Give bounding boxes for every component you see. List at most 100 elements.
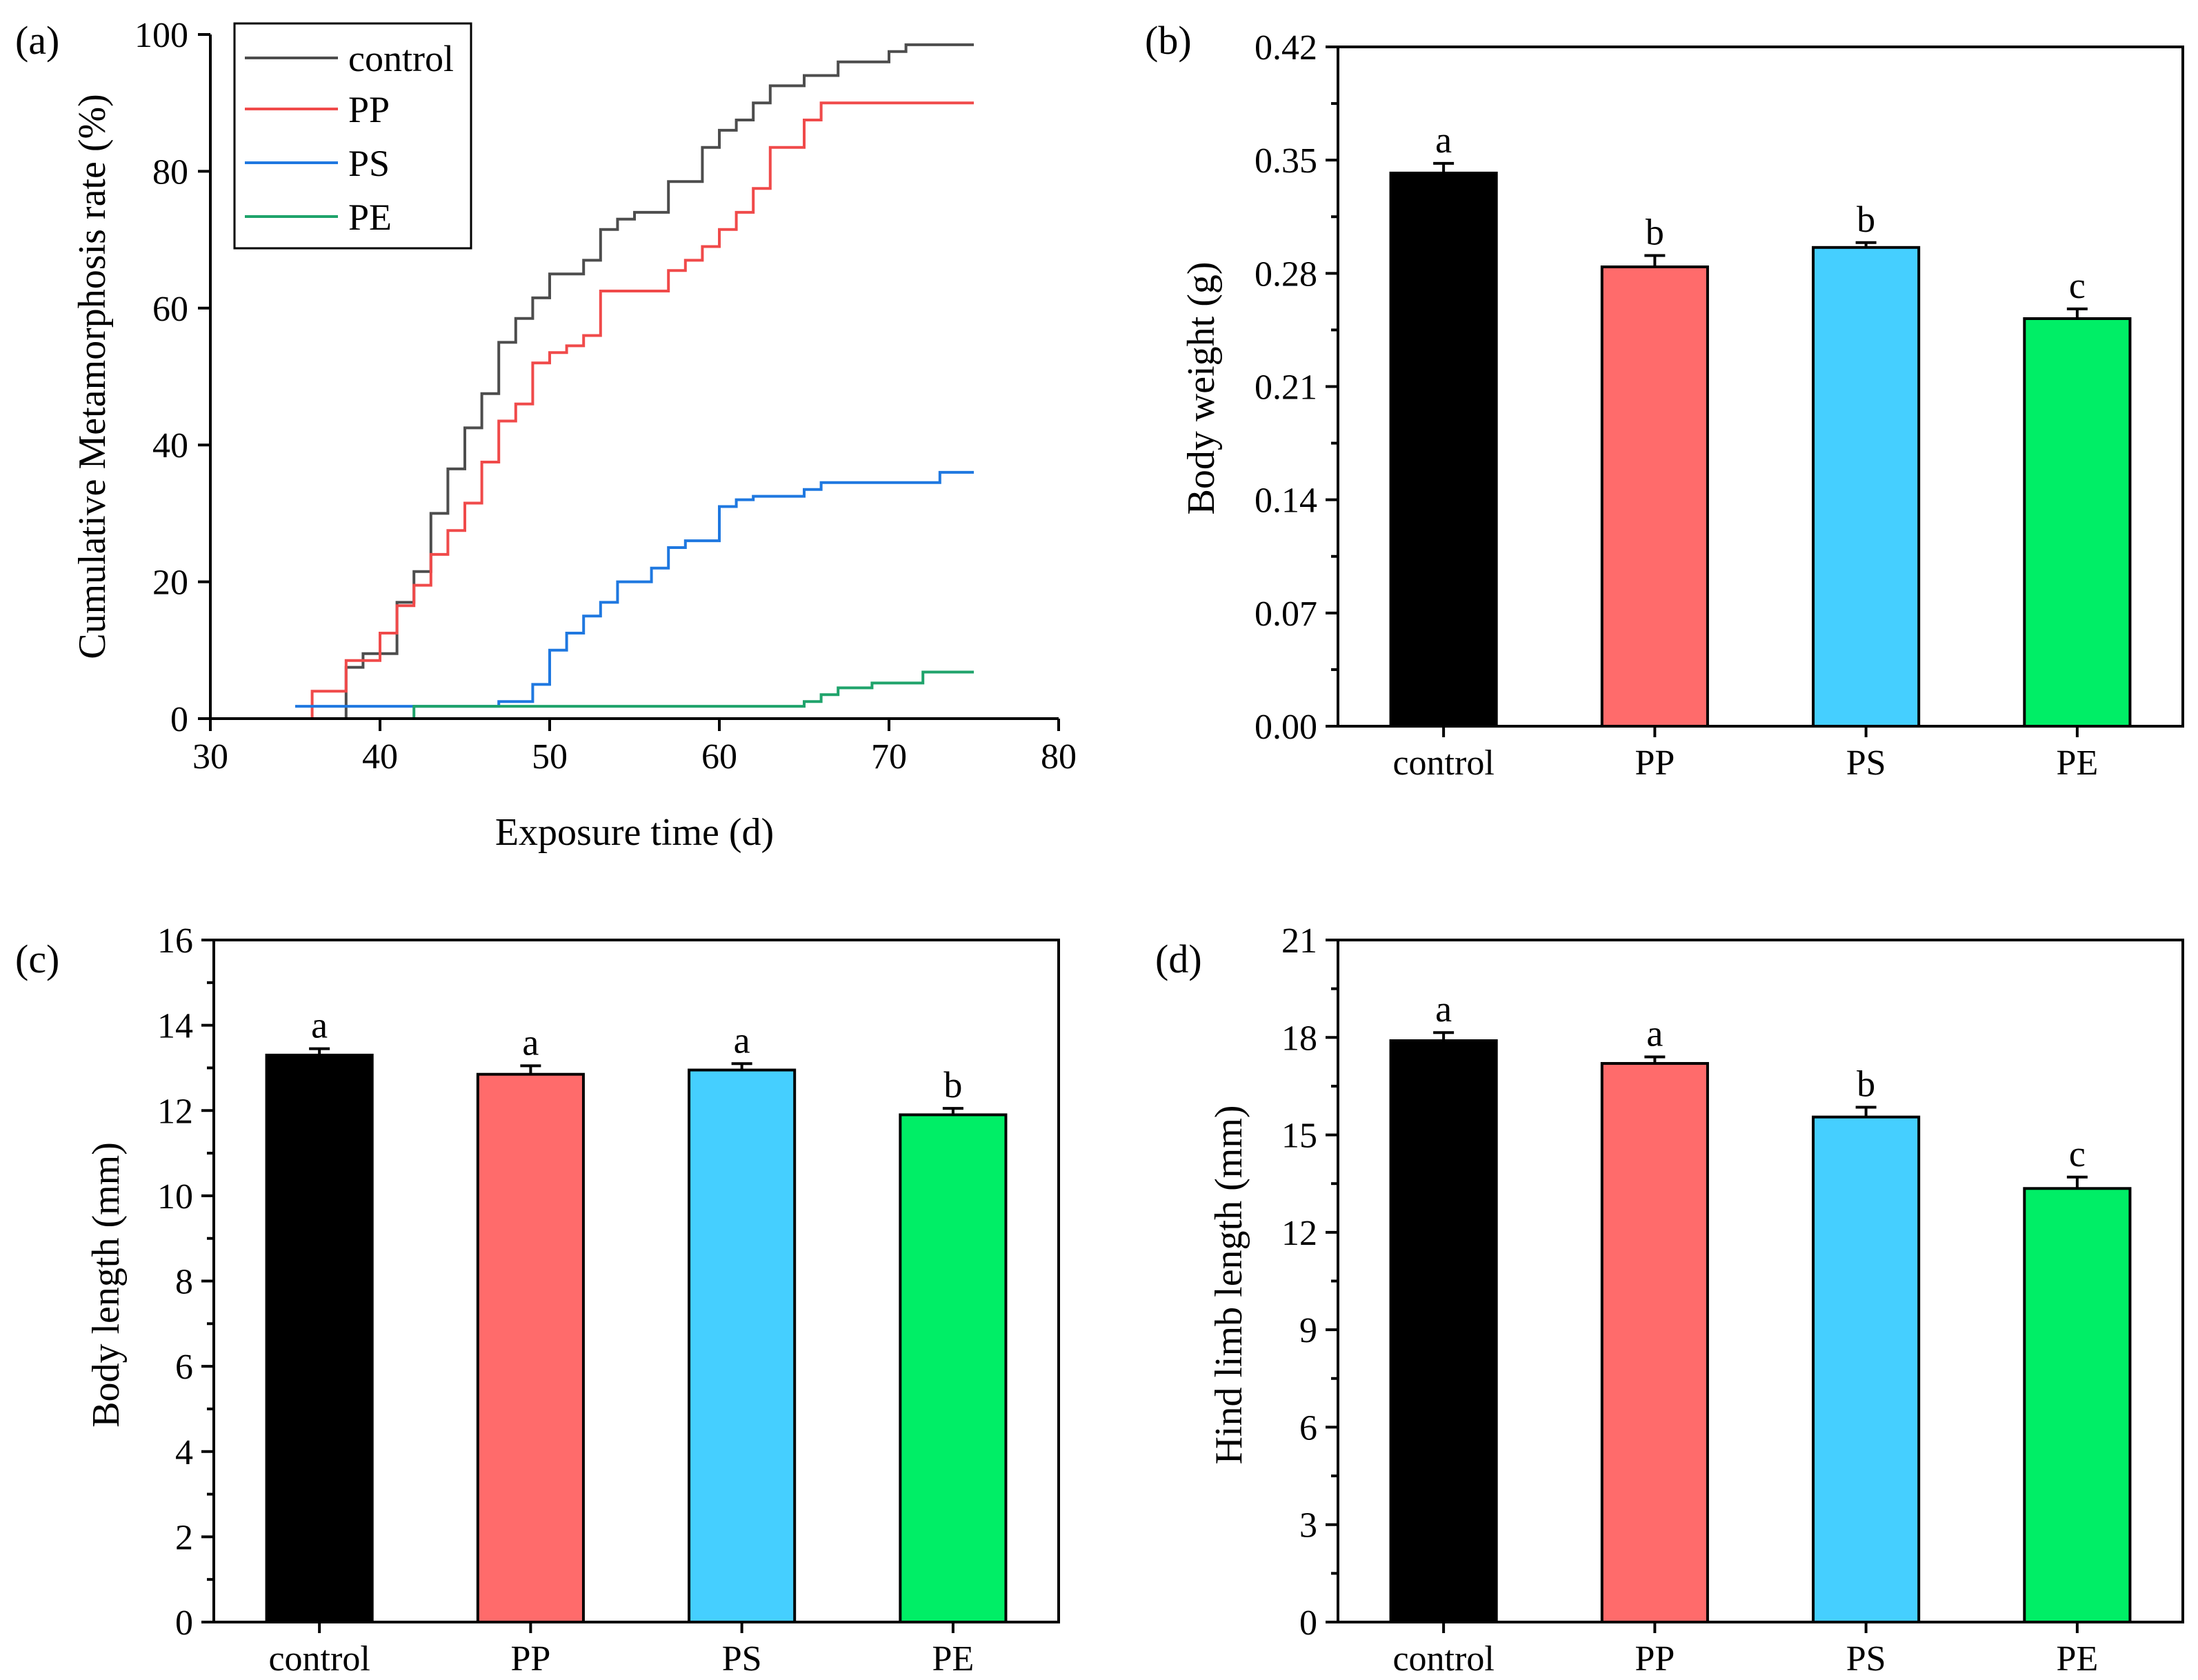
significance-letter: a <box>311 1005 328 1046</box>
y-tick-label: 0.14 <box>1255 481 1317 521</box>
series-line-pp <box>310 101 974 719</box>
y-tick-label: 80 <box>152 152 188 192</box>
significance-letter: a <box>1646 1013 1663 1054</box>
y-axis-title: Hind limb length (mm) <box>1208 1105 1250 1464</box>
y-tick-label: 2 <box>175 1518 193 1557</box>
plot-frame <box>212 939 1060 1623</box>
panel-a-label: (a) <box>15 18 59 63</box>
significance-letter: c <box>2069 265 2086 306</box>
panel-b-label: (b) <box>1145 18 1192 63</box>
series-line-ps <box>295 470 974 708</box>
x-tick-label: PE <box>2057 1639 2099 1679</box>
x-tick-label: 30 <box>192 737 228 777</box>
bar-control <box>265 1053 374 1624</box>
panel-d-label: (d) <box>1155 937 1202 981</box>
x-tick-label: control <box>1392 743 1494 783</box>
significance-letter: a <box>1435 988 1452 1030</box>
x-tick-label: 50 <box>532 737 568 777</box>
bar-ps <box>1812 246 1921 728</box>
panel-d-bar-chart: (d) 0 3 6 9 12 15 18 21 a control a PP b PS c PE Hind l… <box>1155 921 2184 1679</box>
bar-pp <box>476 1072 585 1623</box>
x-tick-label: PE <box>2057 743 2099 783</box>
plot-frame <box>1337 46 2184 728</box>
x-tick-label: PP <box>1635 1639 1675 1679</box>
y-axis-title: Body length (mm) <box>85 1142 128 1428</box>
x-axis-ticks: 30 40 50 60 70 80 <box>192 719 1077 777</box>
series-group <box>295 43 974 719</box>
bar-control <box>1389 171 1498 728</box>
x-tick-label: control <box>268 1639 370 1679</box>
y-tick-label: 60 <box>152 290 188 329</box>
y-tick-label: 18 <box>1281 1019 1317 1058</box>
series-line-pe <box>412 670 974 719</box>
bar-pe <box>899 1113 1008 1623</box>
y-tick-label: 0.35 <box>1255 141 1317 181</box>
bar-pe <box>2023 317 2132 728</box>
legend-box <box>233 22 472 250</box>
y-tick-label: 0.42 <box>1255 28 1317 68</box>
x-tick-label: PE <box>932 1639 975 1679</box>
y-tick-label: 12 <box>157 1092 193 1131</box>
y-axis-title: Body weight (g) <box>1180 261 1223 514</box>
panel-a-line-chart: (a) 30 40 50 60 70 80 0 20 40 60 80 100 Exposure t… <box>15 16 1077 854</box>
y-tick-label: 15 <box>1281 1117 1317 1156</box>
panel-c-bar-chart: (c) 0 2 4 6 8 10 12 14 16 a control a PP a PS b PE Body … <box>15 921 1060 1679</box>
bar-pp <box>1600 265 1709 728</box>
y-tick-label: 0.00 <box>1255 708 1317 747</box>
significance-letter: b <box>1646 212 1664 253</box>
legend-label-pe: PE <box>348 197 392 238</box>
y-tick-label: 0.21 <box>1255 368 1317 408</box>
panel-c-label: (c) <box>15 937 59 981</box>
legend-label-control: control <box>348 38 454 79</box>
y-tick-label: 3 <box>1299 1506 1317 1546</box>
y-tick-label: 4 <box>175 1433 193 1472</box>
legend-label-pp: PP <box>348 89 390 130</box>
y-tick-label: 14 <box>157 1007 193 1046</box>
significance-letter: a <box>734 1019 750 1061</box>
y-tick-label: 0 <box>175 1603 193 1643</box>
x-tick-label: PP <box>510 1639 550 1679</box>
bar-ps <box>1812 1115 1921 1623</box>
x-tick-label: 60 <box>701 737 737 777</box>
legend-label-ps: PS <box>348 143 390 184</box>
y-axis-title: Cumulative Metamorphosis rate (%) <box>71 94 114 659</box>
y-tick-label: 10 <box>157 1177 193 1217</box>
x-tick-label: PS <box>722 1639 762 1679</box>
plot-frame <box>1337 939 2184 1623</box>
significance-letter: a <box>1435 119 1452 161</box>
x-tick-label: 40 <box>362 737 398 777</box>
x-tick-label: control <box>1392 1639 1494 1679</box>
y-tick-label: 6 <box>1299 1408 1317 1448</box>
x-tick-label: PP <box>1635 743 1675 783</box>
y-tick-label: 0 <box>170 700 188 739</box>
bar-pp <box>1600 1061 1709 1623</box>
bar-control <box>1389 1039 1498 1623</box>
bars-group: 0 3 6 9 12 15 18 21 a control a PP b PS c PE <box>1281 921 2184 1679</box>
y-axis-ticks: 0 20 40 60 80 100 <box>134 16 210 739</box>
x-tick-label: PS <box>1846 743 1886 783</box>
y-tick-label: 100 <box>134 16 188 55</box>
bars-group: 0.00 0.07 0.14 0.21 0.28 0.35 0.42 a control b PP b… <box>1255 28 2184 783</box>
bar-pe <box>2023 1187 2132 1623</box>
significance-letter: b <box>1857 1063 1875 1105</box>
bars-group: 0 2 4 6 8 10 12 14 16 a control a PP a PS b PE <box>157 921 1060 1679</box>
y-tick-label: 20 <box>152 563 188 603</box>
panel-b-bar-chart: (b) 0.00 0.07 0.14 0.21 0.28 0.35 0.42 a control… <box>1145 18 2184 783</box>
significance-letter: c <box>2069 1133 2086 1174</box>
x-axis-title: Exposure time (d) <box>495 811 774 854</box>
x-tick-label: PS <box>1846 1639 1886 1679</box>
legend: control PP PS PE <box>233 22 472 250</box>
y-tick-label: 16 <box>157 921 193 961</box>
y-tick-label: 0 <box>1299 1603 1317 1643</box>
significance-letter: b <box>943 1064 962 1106</box>
bar-ps <box>688 1068 797 1623</box>
series-line-control <box>344 43 974 719</box>
y-tick-label: 9 <box>1299 1311 1317 1350</box>
y-tick-label: 0.28 <box>1255 254 1317 294</box>
y-tick-label: 8 <box>175 1263 193 1302</box>
y-tick-label: 0.07 <box>1255 594 1317 634</box>
y-tick-label: 6 <box>175 1348 193 1387</box>
significance-letter: b <box>1857 199 1875 240</box>
significance-letter: a <box>522 1021 539 1063</box>
